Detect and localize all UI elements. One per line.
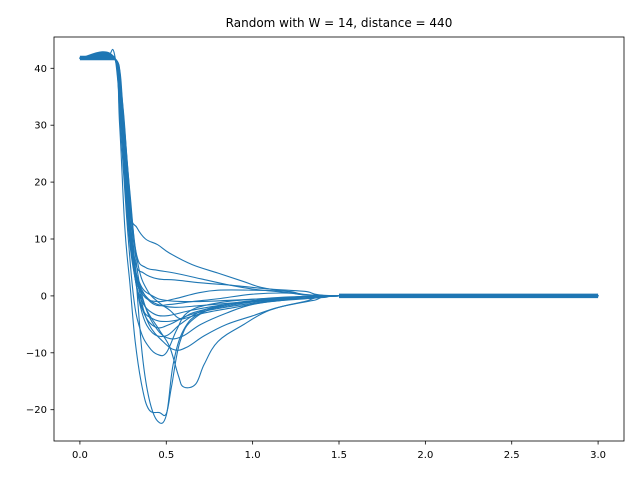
series-line-17 — [79, 53, 599, 303]
x-tick-label: 2.0 — [417, 450, 433, 461]
series-line-9 — [79, 54, 599, 338]
y-tick-label: 20 — [34, 178, 47, 189]
series-line-11 — [79, 55, 599, 303]
x-tick-label: 3.0 — [590, 450, 606, 461]
series-line-6 — [79, 53, 599, 297]
series-line-8 — [79, 53, 599, 357]
chart-title: Random with W = 14, distance = 440 — [226, 16, 453, 30]
series-line-12 — [79, 53, 599, 329]
y-tick-label: 40 — [34, 64, 47, 75]
series-line-3 — [79, 52, 599, 417]
series-layer — [79, 48, 599, 424]
axes-layer: 0.0 0.5 1.0 1.5 2.0 2.5 3.0 −20 −10 0 10 20 30 40 — [26, 36, 625, 461]
x-tick-label: 1.0 — [245, 450, 261, 461]
y-tick-label: −10 — [26, 348, 47, 359]
series-line-15 — [79, 52, 599, 308]
x-tick-label: 2.5 — [504, 450, 520, 461]
series-line-4 — [79, 53, 599, 389]
y-tick-label: −20 — [26, 405, 47, 416]
series-line-18 — [79, 54, 599, 307]
series-line-2 — [79, 54, 599, 424]
x-tick-label: 0.0 — [72, 450, 88, 461]
y-tick-label: 10 — [34, 235, 47, 246]
series-line-14 — [79, 53, 599, 323]
plot-frame — [53, 36, 625, 442]
series-line-5 — [79, 52, 599, 297]
series-line-16 — [79, 53, 599, 297]
y-tick-label: 30 — [34, 121, 47, 132]
x-tick-label: 0.5 — [158, 450, 174, 461]
y-tick-label: 0 — [41, 291, 47, 302]
x-tick-label: 1.5 — [331, 450, 347, 461]
series-line-1 — [79, 48, 599, 317]
